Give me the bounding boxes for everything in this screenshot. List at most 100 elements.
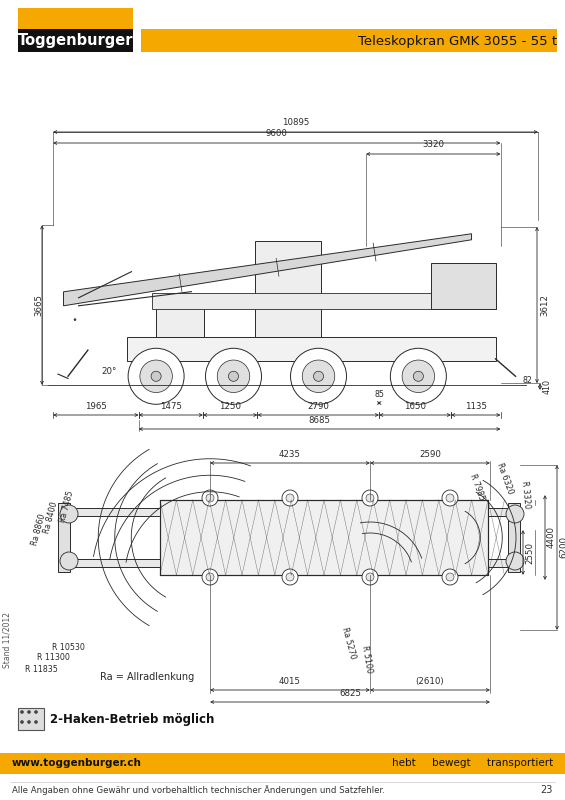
Text: Ra 8860: Ra 8860 xyxy=(30,513,47,547)
Bar xyxy=(18,8,133,29)
Circle shape xyxy=(151,371,161,382)
Circle shape xyxy=(34,721,37,723)
Bar xyxy=(432,263,496,309)
Bar xyxy=(58,503,70,572)
Circle shape xyxy=(206,573,214,581)
Text: Stand 11/2012: Stand 11/2012 xyxy=(2,612,11,668)
Circle shape xyxy=(366,573,374,581)
Circle shape xyxy=(140,360,172,393)
Circle shape xyxy=(414,371,423,382)
Text: 1650: 1650 xyxy=(404,402,426,411)
Text: 1250: 1250 xyxy=(219,402,241,411)
Polygon shape xyxy=(63,234,472,306)
Circle shape xyxy=(302,360,334,393)
Text: 2790: 2790 xyxy=(307,402,329,411)
Circle shape xyxy=(60,552,78,570)
Circle shape xyxy=(75,319,76,320)
Bar xyxy=(160,500,488,575)
Text: 1965: 1965 xyxy=(85,402,107,411)
Text: 1475: 1475 xyxy=(160,402,182,411)
Circle shape xyxy=(20,710,24,714)
Text: hebt     bewegt     transportiert: hebt bewegt transportiert xyxy=(392,758,553,768)
Bar xyxy=(141,29,557,52)
Text: R 11835: R 11835 xyxy=(25,666,58,674)
Text: 3320: 3320 xyxy=(422,140,444,149)
Text: www.toggenburger.ch: www.toggenburger.ch xyxy=(12,758,142,768)
Circle shape xyxy=(74,319,76,320)
Circle shape xyxy=(28,721,31,723)
Text: 4400: 4400 xyxy=(547,526,556,549)
Circle shape xyxy=(390,348,446,404)
Circle shape xyxy=(362,569,378,585)
Bar xyxy=(488,559,510,567)
Text: 10895: 10895 xyxy=(282,118,309,127)
Bar xyxy=(152,294,496,309)
Text: R 3320: R 3320 xyxy=(520,481,532,510)
Text: R 10530: R 10530 xyxy=(52,642,85,651)
Circle shape xyxy=(402,360,434,393)
Text: 82: 82 xyxy=(523,376,532,385)
Text: Ra 5270: Ra 5270 xyxy=(340,626,357,660)
Circle shape xyxy=(446,573,454,581)
Text: 3612: 3612 xyxy=(540,294,549,316)
Text: 2-Haken-Betrieb möglich: 2-Haken-Betrieb möglich xyxy=(50,714,214,726)
Circle shape xyxy=(446,494,454,502)
Circle shape xyxy=(366,494,374,502)
Bar xyxy=(68,559,160,567)
Text: Ra 7485: Ra 7485 xyxy=(58,490,75,524)
Circle shape xyxy=(290,348,346,404)
Circle shape xyxy=(218,360,250,393)
Circle shape xyxy=(506,505,524,523)
Circle shape xyxy=(442,490,458,506)
Circle shape xyxy=(282,569,298,585)
Text: Ra 6320: Ra 6320 xyxy=(495,461,515,495)
Text: Teleskopkran GMK 3055 - 55 t: Teleskopkran GMK 3055 - 55 t xyxy=(358,34,557,47)
Circle shape xyxy=(286,573,294,581)
Text: 23: 23 xyxy=(541,785,553,795)
Text: 1135: 1135 xyxy=(465,402,487,411)
Text: 9600: 9600 xyxy=(266,129,288,138)
Circle shape xyxy=(34,710,37,714)
Bar xyxy=(0,753,565,774)
Bar xyxy=(127,337,496,361)
Circle shape xyxy=(362,490,378,506)
Text: 3665: 3665 xyxy=(34,294,43,316)
Circle shape xyxy=(282,490,298,506)
Bar xyxy=(68,508,160,516)
Text: 4015: 4015 xyxy=(279,677,301,686)
Text: 410: 410 xyxy=(543,379,552,394)
Text: (2610): (2610) xyxy=(416,677,444,686)
Bar xyxy=(255,241,321,337)
Text: 20°: 20° xyxy=(101,367,116,377)
Bar xyxy=(508,503,520,572)
Circle shape xyxy=(286,494,294,502)
Text: R 11300: R 11300 xyxy=(37,654,70,662)
Circle shape xyxy=(20,721,24,723)
Circle shape xyxy=(206,494,214,502)
Bar xyxy=(18,29,133,52)
Circle shape xyxy=(202,490,218,506)
Text: 85: 85 xyxy=(374,390,384,399)
Circle shape xyxy=(314,371,324,382)
Bar xyxy=(488,508,510,516)
Bar xyxy=(156,302,204,337)
Circle shape xyxy=(202,569,218,585)
Circle shape xyxy=(28,710,31,714)
Text: 2590: 2590 xyxy=(419,450,441,459)
Text: Ra = Allradlenkung: Ra = Allradlenkung xyxy=(100,672,194,682)
Text: 6200: 6200 xyxy=(559,537,565,558)
Circle shape xyxy=(128,348,184,404)
Text: 8685: 8685 xyxy=(308,416,331,425)
Text: 6825: 6825 xyxy=(339,689,361,698)
Text: Ra 8400: Ra 8400 xyxy=(42,501,59,535)
Bar xyxy=(160,500,488,575)
Circle shape xyxy=(206,348,262,404)
Text: 4235: 4235 xyxy=(279,450,301,459)
Circle shape xyxy=(442,569,458,585)
Circle shape xyxy=(228,371,238,382)
Bar xyxy=(18,708,44,730)
Circle shape xyxy=(60,505,78,523)
Text: R 7985: R 7985 xyxy=(468,473,486,502)
Circle shape xyxy=(506,552,524,570)
Text: 2550: 2550 xyxy=(525,542,534,563)
